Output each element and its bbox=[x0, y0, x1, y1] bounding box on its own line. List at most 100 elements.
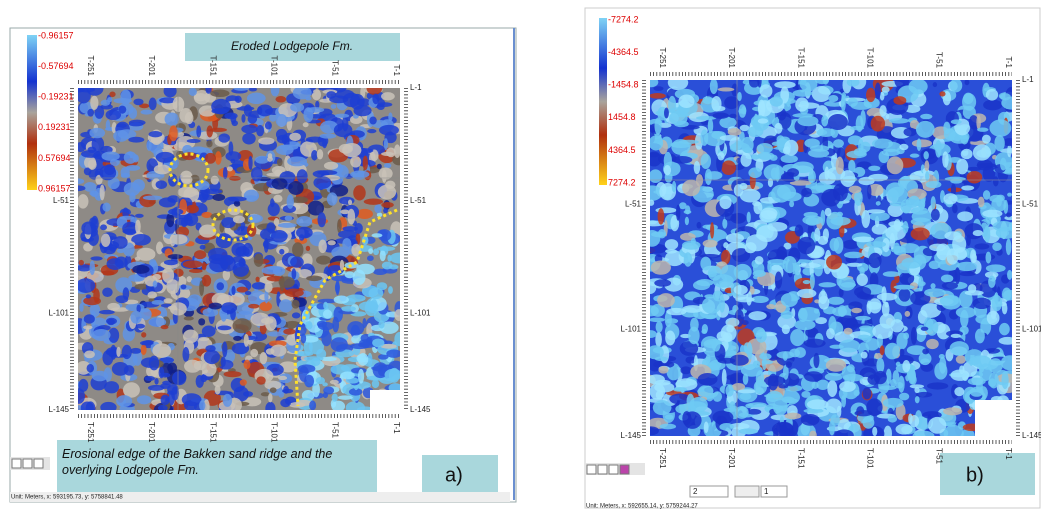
texture bbox=[253, 253, 264, 267]
texture bbox=[364, 300, 378, 317]
tool-icon[interactable] bbox=[586, 464, 597, 475]
texture bbox=[851, 307, 862, 314]
texture bbox=[655, 331, 662, 348]
texture bbox=[665, 248, 677, 254]
texture bbox=[243, 359, 251, 370]
texture bbox=[782, 255, 797, 274]
texture bbox=[774, 81, 796, 89]
texture bbox=[761, 360, 774, 365]
texture bbox=[85, 294, 92, 299]
texture bbox=[91, 370, 109, 382]
texture bbox=[826, 254, 843, 270]
texture bbox=[983, 99, 1003, 111]
annotation: Eroded Lodgepole Fm. bbox=[231, 39, 353, 53]
tool-icon[interactable] bbox=[619, 464, 630, 475]
texture bbox=[664, 414, 674, 420]
texture bbox=[206, 125, 214, 138]
texture bbox=[789, 348, 801, 358]
texture bbox=[976, 114, 981, 130]
texture bbox=[247, 114, 258, 124]
texture bbox=[338, 196, 355, 205]
texture bbox=[943, 407, 963, 416]
tool-icon[interactable] bbox=[33, 458, 44, 469]
texture bbox=[731, 83, 739, 97]
texture bbox=[815, 182, 828, 191]
texture bbox=[794, 319, 816, 331]
texture bbox=[98, 309, 115, 315]
texture bbox=[385, 147, 396, 158]
texture bbox=[122, 228, 137, 235]
texture bbox=[979, 363, 992, 382]
texture bbox=[352, 269, 366, 285]
erosion-line bbox=[293, 208, 398, 407]
texture bbox=[330, 104, 337, 109]
texture bbox=[212, 193, 226, 201]
texture bbox=[199, 400, 206, 410]
texture bbox=[902, 220, 909, 234]
texture bbox=[306, 107, 325, 113]
bottom-axis-label: T-251 bbox=[658, 448, 667, 469]
page-box[interactable] bbox=[760, 485, 788, 498]
colorbar-label: -0.96157 bbox=[38, 30, 74, 40]
texture bbox=[781, 396, 795, 404]
texture bbox=[1001, 302, 1008, 315]
texture bbox=[334, 281, 340, 294]
texture bbox=[369, 116, 377, 125]
texture bbox=[231, 242, 247, 257]
texture bbox=[669, 110, 688, 126]
texture bbox=[797, 236, 816, 255]
spinner[interactable] bbox=[689, 485, 729, 498]
texture bbox=[699, 254, 721, 259]
texture bbox=[774, 122, 783, 134]
texture bbox=[789, 180, 812, 186]
texture bbox=[148, 355, 160, 371]
texture bbox=[305, 136, 325, 143]
texture bbox=[766, 303, 776, 310]
texture bbox=[739, 124, 750, 132]
texture bbox=[356, 406, 374, 410]
texture bbox=[154, 377, 159, 385]
texture bbox=[977, 196, 985, 208]
texture bbox=[317, 298, 337, 304]
texture bbox=[194, 180, 210, 190]
texture bbox=[231, 285, 236, 296]
texture bbox=[78, 278, 96, 293]
texture bbox=[739, 182, 748, 190]
texture bbox=[790, 329, 805, 347]
texture bbox=[160, 324, 169, 330]
texture bbox=[895, 381, 904, 389]
texture bbox=[974, 328, 985, 344]
texture bbox=[856, 273, 868, 286]
texture bbox=[871, 138, 894, 149]
texture bbox=[771, 141, 784, 147]
texture bbox=[848, 159, 856, 174]
texture bbox=[857, 334, 871, 341]
texture bbox=[650, 374, 665, 385]
texture bbox=[972, 144, 991, 161]
nav-buttons[interactable] bbox=[734, 485, 760, 498]
texture bbox=[130, 310, 142, 324]
texture bbox=[868, 252, 882, 269]
texture bbox=[186, 276, 192, 283]
tool-icon[interactable] bbox=[22, 458, 33, 469]
texture bbox=[289, 132, 301, 142]
texture bbox=[722, 218, 728, 229]
texture bbox=[374, 204, 382, 214]
texture bbox=[778, 384, 789, 389]
texture bbox=[300, 333, 307, 344]
texture bbox=[83, 314, 95, 324]
texture bbox=[311, 150, 318, 161]
texture bbox=[972, 229, 984, 237]
top-axis-label: T-151 bbox=[796, 48, 805, 69]
texture bbox=[222, 393, 233, 407]
tool-icon[interactable] bbox=[597, 464, 608, 475]
texture bbox=[172, 371, 187, 386]
texture bbox=[964, 290, 984, 296]
texture bbox=[291, 312, 301, 319]
texture bbox=[233, 200, 241, 207]
tool-icon[interactable] bbox=[11, 458, 22, 469]
tool-icon[interactable] bbox=[608, 464, 619, 475]
texture bbox=[994, 134, 1005, 152]
texture bbox=[968, 115, 979, 130]
texture bbox=[311, 89, 322, 101]
